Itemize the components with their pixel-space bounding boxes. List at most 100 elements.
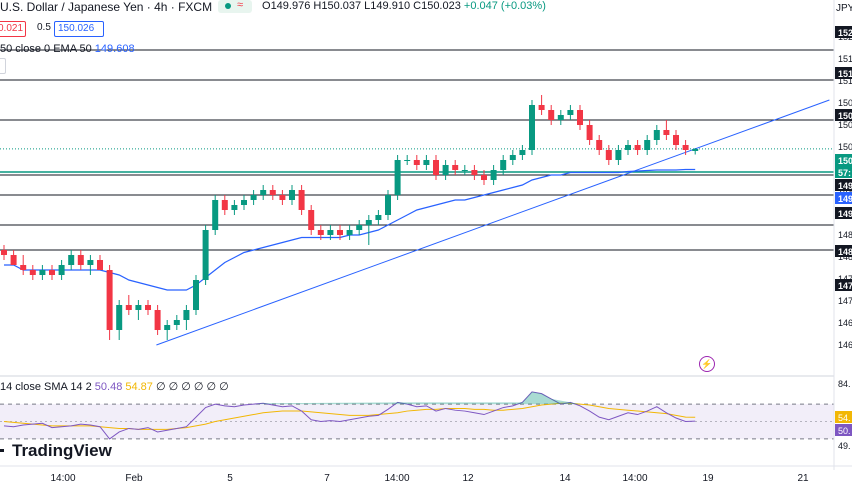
price-tag-label: 149 <box>838 209 852 219</box>
candle <box>212 195 219 235</box>
candles <box>1 95 699 340</box>
tradingview-logo: TradingView <box>12 441 112 460</box>
candle <box>413 155 420 170</box>
ema-legend[interactable]: 50 close 0 EMA 50 149.608 <box>0 43 135 55</box>
candle-body <box>471 170 478 175</box>
rsi-overbought-fill <box>253 391 580 405</box>
candle <box>365 215 372 245</box>
candle-body <box>212 200 219 230</box>
candle-body <box>404 160 411 161</box>
rsi-tag <box>835 411 852 423</box>
rsi-line <box>3 391 696 440</box>
candle-body <box>375 215 382 220</box>
candle <box>289 185 295 205</box>
candle-body <box>605 150 612 160</box>
candle-body <box>327 230 334 235</box>
candle-body <box>289 190 295 200</box>
candle <box>164 320 171 340</box>
candle <box>183 305 190 330</box>
rsi-sma-line <box>3 402 696 430</box>
candle <box>68 250 75 270</box>
price-axis-label: 148 <box>838 230 852 240</box>
price-tag-label: 148 <box>838 247 852 257</box>
price-tag-label: 151 <box>838 69 852 79</box>
candle <box>346 225 353 240</box>
candle <box>327 225 334 240</box>
candle-body <box>29 270 36 275</box>
candle <box>39 265 46 280</box>
candle <box>49 265 55 280</box>
time-axis-label: 14:00 <box>50 473 75 484</box>
candle <box>577 105 583 130</box>
candle <box>356 220 363 235</box>
candle <box>442 160 449 180</box>
candle-body <box>193 280 199 310</box>
price-tag <box>835 109 852 121</box>
price-tag <box>835 26 852 38</box>
candle <box>145 300 151 315</box>
buy-button[interactable]: 150.026 <box>54 21 104 37</box>
price-tag <box>835 166 852 178</box>
trendline-segment <box>156 99 830 346</box>
time-axis-label: 12 <box>462 473 474 484</box>
candle-body <box>39 270 46 275</box>
candle <box>461 165 468 175</box>
candle-body <box>145 305 151 310</box>
price-tag-label: 149 <box>838 194 852 204</box>
rsi-panel <box>0 375 834 440</box>
price-axis-label: 146 <box>838 318 852 328</box>
candle-body <box>298 190 305 210</box>
candle <box>173 315 180 330</box>
candle <box>87 255 94 275</box>
rsi-axis-label: 50. <box>838 426 851 436</box>
lightning-icon[interactable]: ⚡ <box>699 356 715 372</box>
candle <box>692 148 699 155</box>
price-axis-label: 151 <box>838 76 852 86</box>
candle <box>519 145 526 160</box>
price-tag <box>835 207 852 219</box>
sell-button[interactable]: 0.021 <box>0 21 26 37</box>
candle-body <box>1 250 7 255</box>
time-axis-label: Feb <box>125 473 143 484</box>
candle <box>557 110 564 125</box>
candle-body <box>337 230 343 235</box>
candle <box>241 195 247 210</box>
market-status[interactable]: ≈ <box>218 0 252 13</box>
candle-body <box>538 105 545 110</box>
candle <box>490 165 497 185</box>
candle-body <box>442 165 449 175</box>
price-tag-label: 147 <box>838 281 852 291</box>
candle-body <box>77 255 84 265</box>
candle <box>308 205 315 235</box>
candle <box>433 155 439 180</box>
candle <box>29 265 36 280</box>
price-axis-label: 150 <box>838 120 852 130</box>
candle-body <box>529 105 535 150</box>
collapse-legend-button[interactable] <box>0 58 6 74</box>
candle <box>77 250 84 270</box>
candle <box>193 275 199 315</box>
candle-body <box>125 305 132 310</box>
candle-body <box>173 320 180 325</box>
candle <box>10 250 17 265</box>
time-axis-label: 21 <box>797 473 809 484</box>
candle-body <box>58 265 65 275</box>
time-axis-label: 7 <box>324 473 330 484</box>
candle-body <box>106 270 113 330</box>
price-tag-label: 150 <box>838 111 852 121</box>
candle <box>231 200 238 215</box>
candle <box>260 185 267 200</box>
candle <box>269 185 276 200</box>
currency-label: JPY <box>836 3 852 14</box>
candle-body <box>49 270 55 275</box>
candle-body <box>183 310 190 320</box>
symbol-title[interactable]: U.S. Dollar / Japanese Yen · 4h · FXCM <box>0 0 213 14</box>
candle <box>58 260 65 280</box>
rsi-legend[interactable]: 14 close SMA 14 2 50.48 54.87 ∅ ∅ ∅ ∅ ∅ … <box>0 381 229 393</box>
candle <box>682 140 689 155</box>
candle <box>644 135 651 155</box>
price-tag <box>835 179 852 191</box>
candle <box>1 245 7 260</box>
candle-body <box>423 160 430 165</box>
